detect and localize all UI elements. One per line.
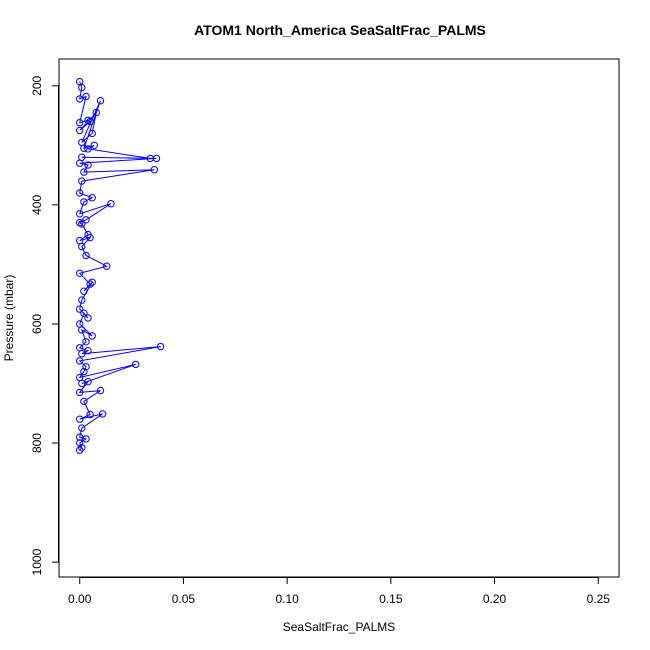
data-point xyxy=(76,439,84,447)
x-tick-label: 0.20 xyxy=(483,592,507,606)
data-point xyxy=(132,360,140,369)
data-point xyxy=(92,108,101,117)
data-point xyxy=(80,367,88,376)
data-point xyxy=(84,347,92,355)
data-point xyxy=(78,220,86,228)
data-point xyxy=(78,424,86,432)
data-point xyxy=(156,342,165,351)
data-point xyxy=(82,216,90,224)
x-tick-label: 0.15 xyxy=(379,592,403,606)
data-point xyxy=(86,410,94,419)
y-axis: 200 400 600 800 1000 xyxy=(30,75,59,575)
data-point xyxy=(88,194,96,202)
data-point xyxy=(96,386,105,395)
series-line xyxy=(78,81,161,451)
data-point xyxy=(82,251,90,260)
data-point xyxy=(84,161,92,169)
series-layer xyxy=(76,77,165,454)
y-tick-label: 200 xyxy=(30,75,44,95)
x-tick-label: 0.00 xyxy=(68,592,92,606)
y-tick-label: 1000 xyxy=(30,548,44,575)
data-point xyxy=(76,126,84,135)
data-point xyxy=(103,262,111,270)
data-point xyxy=(84,314,92,322)
x-tick-label: 0.05 xyxy=(172,592,196,606)
y-tick-label: 800 xyxy=(30,433,44,453)
data-point xyxy=(86,233,94,242)
x-axis-label: SeaSaltFrac_PALMS xyxy=(283,620,396,634)
data-point xyxy=(78,326,86,334)
data-point xyxy=(86,280,94,288)
data-point xyxy=(90,141,99,150)
data-point xyxy=(80,168,88,176)
chart-title: ATOM1 North_America SeaSaltFrac_PALMS xyxy=(194,22,486,38)
data-point xyxy=(80,397,88,406)
data-point xyxy=(80,198,88,206)
data-point xyxy=(78,350,86,358)
data-point xyxy=(82,338,90,346)
data-point xyxy=(107,200,115,208)
data-point xyxy=(76,446,84,454)
data-point xyxy=(78,177,86,185)
data-point xyxy=(76,415,84,423)
data-point xyxy=(76,119,84,127)
data-point xyxy=(78,83,86,92)
plot-area xyxy=(76,77,165,454)
data-point xyxy=(76,388,84,397)
plot-frame xyxy=(58,58,620,578)
data-point xyxy=(82,92,90,101)
data-point xyxy=(98,410,107,418)
x-tick-label: 0.10 xyxy=(275,592,299,606)
data-point xyxy=(76,210,84,218)
data-point xyxy=(76,357,84,365)
data-point xyxy=(78,444,86,452)
data-point xyxy=(152,154,161,163)
x-tick-label: 0.25 xyxy=(587,592,611,606)
data-point xyxy=(88,129,96,138)
data-point xyxy=(76,159,84,167)
data-point xyxy=(82,363,90,371)
data-point xyxy=(86,117,94,126)
data-point xyxy=(78,296,86,304)
data-point xyxy=(82,435,90,443)
data-point xyxy=(88,278,96,286)
data-point xyxy=(76,269,84,277)
y-tick-label: 400 xyxy=(30,195,44,215)
data-point xyxy=(78,242,86,251)
data-point xyxy=(80,144,88,153)
data-point xyxy=(80,309,88,317)
x-axis: 0.00 0.05 0.10 0.15 0.20 0.25 xyxy=(68,577,610,606)
data-point xyxy=(76,95,84,103)
data-point xyxy=(76,305,84,313)
data-point xyxy=(80,287,88,295)
data-point xyxy=(76,189,84,197)
data-point xyxy=(84,145,92,153)
y-axis-label: Pressure (mbar) xyxy=(2,275,16,362)
data-point xyxy=(84,378,92,386)
data-point xyxy=(150,166,159,174)
y-tick-label: 600 xyxy=(30,314,44,334)
data-point xyxy=(96,97,105,105)
data-point xyxy=(88,332,96,340)
